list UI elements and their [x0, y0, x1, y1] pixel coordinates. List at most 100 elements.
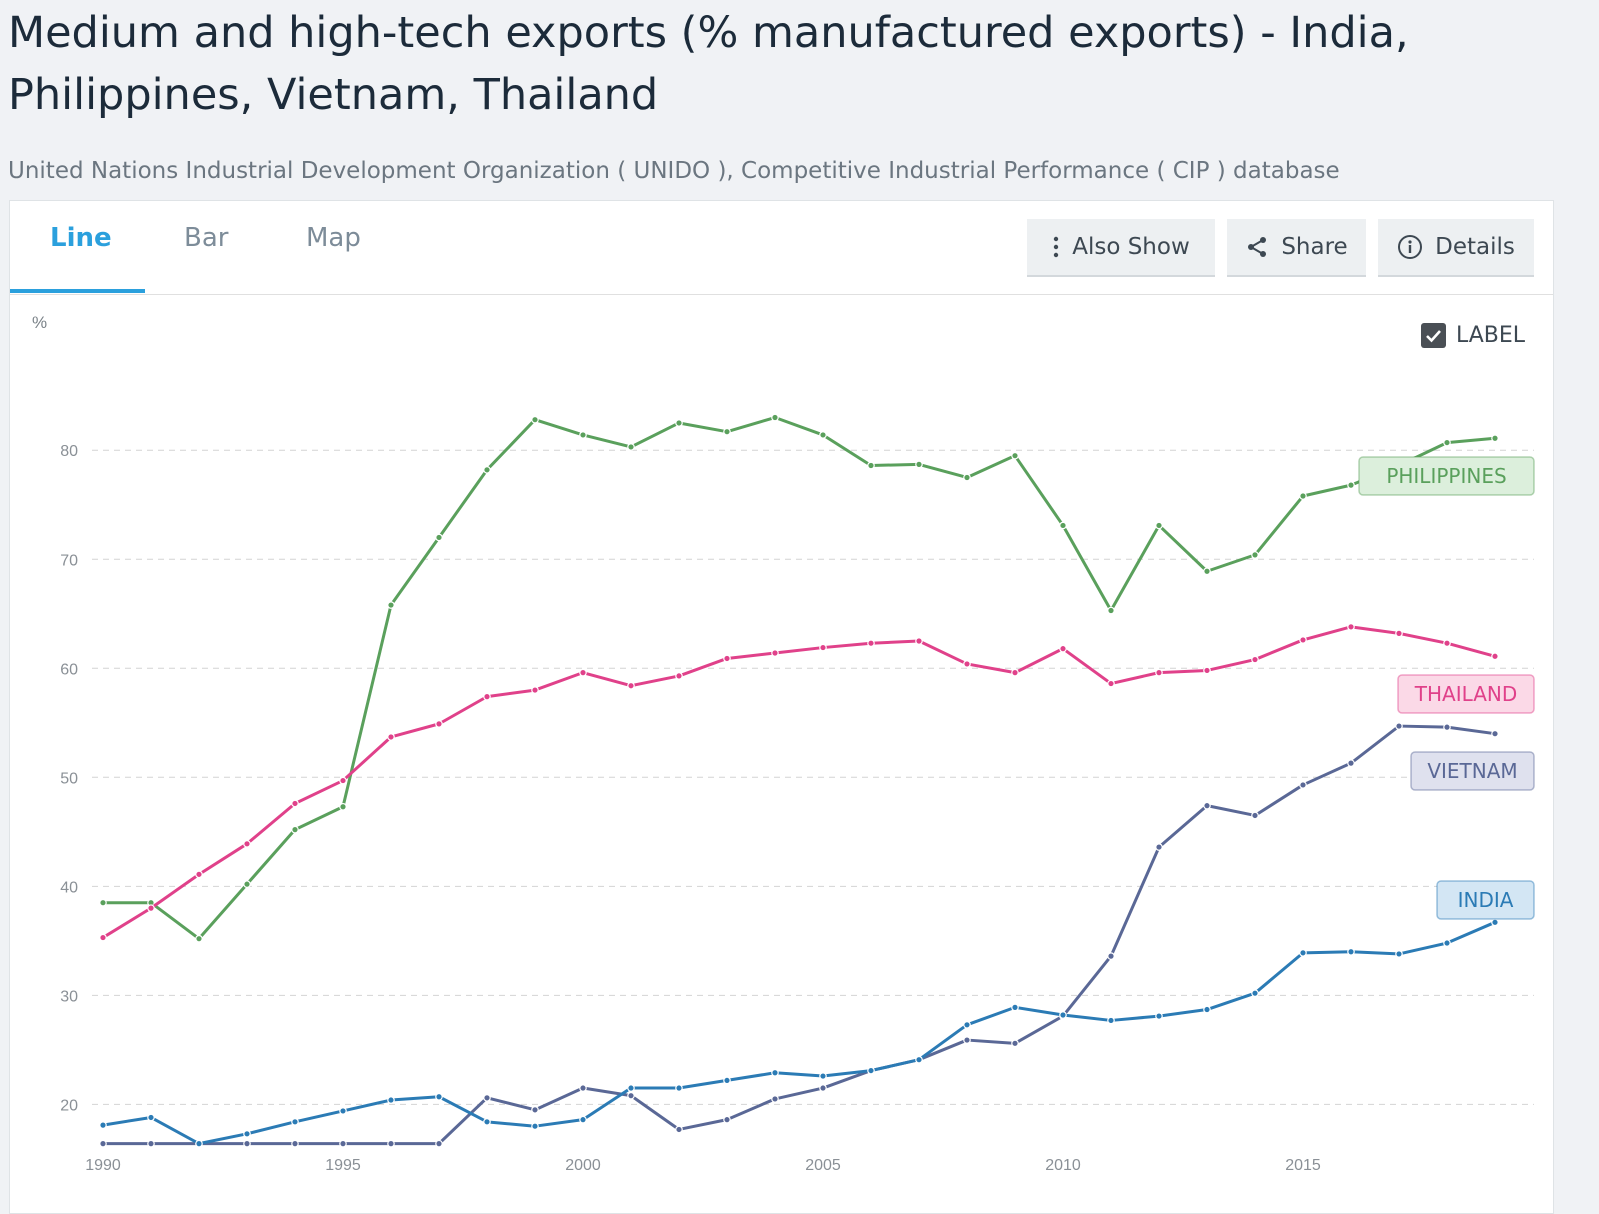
data-point-vietnam	[1347, 759, 1355, 767]
data-point-philippines	[627, 443, 635, 451]
data-point-vietnam	[339, 1139, 347, 1148]
tab-line[interactable]: Line	[50, 223, 112, 253]
series-line-india	[102, 920, 1496, 1146]
y-tick-label: 40	[60, 879, 78, 896]
also-show-button[interactable]: Also Show	[1027, 219, 1215, 277]
data-point-india	[147, 1113, 155, 1122]
x-tick-label: 2010	[1045, 1157, 1081, 1174]
y-tick-label: 80	[60, 443, 78, 460]
data-point-philippines	[915, 460, 923, 469]
data-point-india	[1203, 1005, 1211, 1014]
checkbox-checked-icon[interactable]	[1421, 323, 1446, 348]
series-label-box-philippines	[1358, 456, 1535, 496]
data-point-vietnam	[627, 1091, 635, 1100]
data-point-thailand	[1155, 668, 1163, 677]
series-label-box-thailand	[1397, 674, 1535, 714]
data-point-india	[243, 1130, 251, 1138]
data-point-vietnam	[291, 1139, 299, 1148]
data-point-philippines	[1011, 451, 1019, 460]
data-point-india	[99, 1121, 107, 1129]
data-point-philippines	[1107, 606, 1115, 615]
data-point-philippines	[675, 419, 683, 427]
data-point-india	[1155, 1012, 1163, 1020]
y-axis-unit: %	[32, 313, 48, 332]
data-point-vietnam	[1443, 723, 1451, 731]
data-point-india	[1059, 1011, 1067, 1019]
data-point-philippines	[531, 415, 539, 424]
details-button[interactable]: Details	[1378, 219, 1534, 277]
data-point-thailand	[963, 660, 971, 668]
data-point-india	[915, 1055, 923, 1064]
data-point-vietnam	[579, 1084, 587, 1092]
data-point-vietnam	[387, 1139, 395, 1148]
data-point-india	[1299, 949, 1307, 957]
data-point-thailand	[99, 933, 107, 942]
x-tick-label: 2005	[805, 1157, 841, 1174]
data-point-thailand	[579, 668, 587, 677]
data-point-thailand	[723, 654, 731, 663]
data-point-philippines	[243, 880, 251, 888]
data-point-philippines	[1443, 438, 1451, 447]
active-tab-indicator	[10, 289, 145, 293]
data-point-philippines	[1059, 521, 1067, 530]
y-tick-label: 50	[60, 770, 78, 787]
data-point-thailand	[1347, 623, 1355, 631]
x-tick-label: 2015	[1285, 1157, 1321, 1174]
data-point-vietnam	[1395, 722, 1403, 730]
data-point-india	[1107, 1016, 1115, 1025]
series-line-philippines	[103, 416, 1496, 941]
data-point-india	[963, 1020, 971, 1029]
data-point-philippines	[339, 802, 347, 811]
data-point-philippines	[483, 466, 491, 474]
data-point-india	[627, 1084, 635, 1092]
tab-bar[interactable]: Bar	[184, 223, 229, 253]
tab-map[interactable]: Map	[306, 223, 361, 253]
data-point-philippines	[195, 934, 203, 943]
data-point-philippines	[387, 601, 395, 609]
data-point-thailand	[339, 776, 347, 785]
share-button[interactable]: Share	[1227, 219, 1366, 277]
share-label: Share	[1281, 234, 1348, 260]
data-point-thailand	[771, 649, 779, 657]
data-point-thailand	[1491, 652, 1499, 661]
data-point-vietnam	[435, 1139, 443, 1148]
data-point-india	[1347, 947, 1355, 956]
data-point-philippines	[1155, 521, 1163, 530]
data-point-philippines	[1299, 492, 1307, 500]
data-point-philippines	[579, 431, 587, 439]
data-point-india	[387, 1096, 395, 1104]
data-point-thailand	[1203, 666, 1211, 675]
data-point-vietnam	[1491, 729, 1499, 738]
data-point-india	[195, 1139, 203, 1148]
data-point-india	[1443, 939, 1451, 947]
data-point-philippines	[771, 413, 779, 422]
info-icon	[1398, 235, 1423, 259]
data-point-thailand	[1395, 629, 1403, 638]
data-point-thailand	[819, 643, 827, 652]
data-point-philippines	[867, 461, 875, 470]
page-title: Medium and high-tech exports (% manufact…	[8, 8, 1409, 120]
data-point-india	[819, 1072, 827, 1080]
data-point-vietnam	[1155, 843, 1163, 851]
data-point-thailand	[915, 637, 923, 645]
y-tick-label: 30	[60, 988, 78, 1005]
data-point-vietnam	[483, 1094, 491, 1102]
y-tick-label: 20	[60, 1097, 78, 1114]
data-point-philippines	[99, 898, 107, 907]
also-show-label: Also Show	[1072, 234, 1190, 260]
data-point-india	[435, 1092, 443, 1101]
series-label-box-india	[1436, 880, 1535, 920]
data-point-thailand	[435, 720, 443, 728]
data-point-thailand	[243, 840, 251, 848]
data-point-vietnam	[963, 1036, 971, 1044]
data-point-thailand	[531, 686, 539, 694]
data-point-thailand	[675, 672, 683, 680]
data-point-thailand	[483, 692, 491, 701]
data-point-india	[291, 1118, 299, 1126]
series-line-vietnam	[103, 724, 1496, 1146]
data-point-thailand	[1299, 636, 1307, 644]
label-toggle[interactable]: LABEL	[1421, 323, 1525, 348]
data-point-vietnam	[819, 1084, 827, 1092]
data-point-india	[1011, 1003, 1019, 1012]
data-point-india	[771, 1068, 779, 1077]
